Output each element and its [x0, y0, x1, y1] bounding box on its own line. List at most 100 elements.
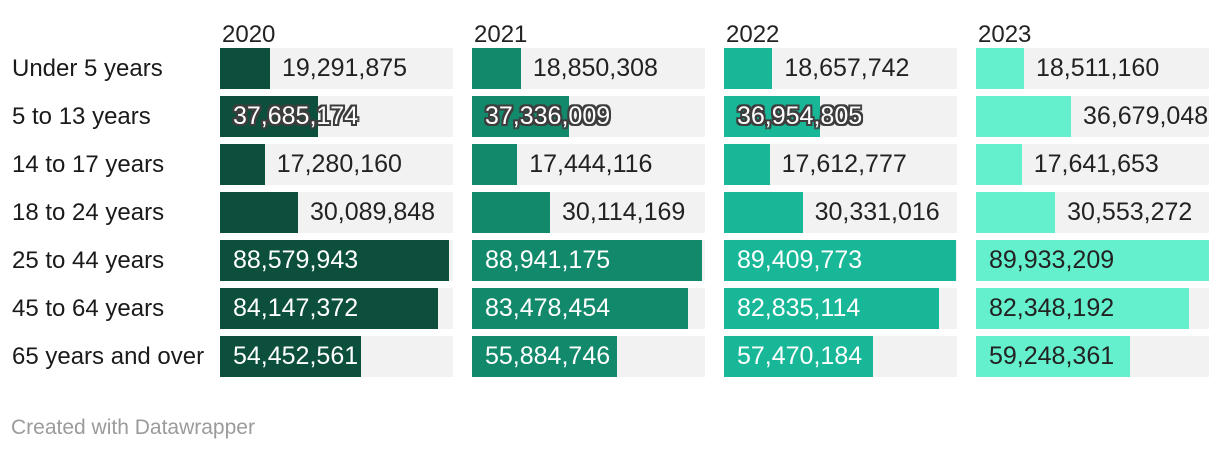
column-header-2022: 2022	[726, 20, 780, 48]
bar-track-2022: 89,409,773	[724, 240, 957, 281]
bar-2022	[724, 96, 820, 137]
bar-track-2023: 17,641,653	[976, 144, 1209, 185]
value-label-2020: 84,147,372	[233, 294, 359, 322]
value-label-2021: 88,941,175	[485, 246, 611, 274]
chart-row: 14 to 17 years 17,280,160 17,444,116 17,612…	[0, 144, 1220, 185]
value-label-2020: 19,291,875	[281, 54, 408, 82]
value-label-2023: 82,348,192	[989, 294, 1115, 322]
bar-2021	[472, 48, 521, 89]
bar-2023	[976, 288, 1190, 329]
bar-2021	[472, 96, 569, 137]
value-label-2020: 30,089,848	[309, 198, 436, 226]
bar-track-2020: 84,147,372	[220, 288, 453, 329]
value-label-2021: 17,444,116	[529, 150, 653, 178]
bar-track-2021: 30,114,169	[472, 192, 705, 233]
value-label-2023: 30,553,272	[1067, 198, 1193, 226]
chart-row: 5 to 13 years 37,685,174 37,336,009 36,954,…	[0, 96, 1220, 137]
bar-track-2021: 37,336,009	[472, 96, 705, 137]
bar-track-2022: 18,657,742	[724, 48, 957, 89]
bar-2020	[220, 240, 450, 281]
column-headers-row: 2020 2021 2022 2023	[0, 0, 1220, 48]
bar-2022	[724, 288, 939, 329]
column-header-2021: 2021	[474, 20, 528, 48]
bar-2022	[724, 192, 803, 233]
value-label-2020: 54,452,561	[233, 342, 359, 370]
chart-row: 65 years and over 54,452,561 55,884,746 57,…	[0, 336, 1220, 377]
bar-2021	[472, 240, 703, 281]
value-label-2022: 82,835,114	[737, 294, 861, 322]
bar-2020	[220, 192, 298, 233]
bar-track-2023: 18,511,160	[976, 48, 1209, 89]
bar-track-2023: 36,679,048	[976, 96, 1209, 137]
value-label-2021: 37,336,009	[485, 102, 611, 130]
bar-track-2021: 17,444,116	[472, 144, 705, 185]
bar-2022	[724, 336, 873, 377]
value-label-2021: 83,478,454	[485, 294, 611, 322]
bar-2021	[472, 144, 518, 185]
bar-track-2023: 82,348,192	[976, 288, 1209, 329]
chart-row: 18 to 24 years 30,089,848 30,114,169 30,331…	[0, 192, 1220, 233]
age-group-label: Under 5 years	[12, 54, 163, 82]
value-label-2021: 55,884,746	[485, 342, 611, 370]
bar-track-2021: 55,884,746	[472, 336, 705, 377]
bar-2020	[220, 48, 270, 89]
bar-2020	[220, 144, 265, 185]
age-group-label: 45 to 64 years	[12, 294, 165, 322]
bar-2022	[724, 48, 773, 89]
bar-track-2021: 18,850,308	[472, 48, 705, 89]
age-group-label: 14 to 17 years	[12, 150, 165, 178]
value-label-2020: 17,280,160	[276, 150, 402, 178]
bar-track-2020: 17,280,160	[220, 144, 453, 185]
value-label-2022: 57,470,184	[737, 342, 863, 370]
age-group-label: 25 to 44 years	[12, 246, 165, 274]
value-label-2023: 59,248,361	[989, 342, 1115, 370]
bar-track-2023: 59,248,361	[976, 336, 1209, 377]
bar-2023	[976, 336, 1130, 377]
value-label-2023: 89,933,209	[989, 246, 1115, 274]
bar-track-2021: 83,478,454	[472, 288, 705, 329]
bar-track-2022: 57,470,184	[724, 336, 957, 377]
chart-row: 45 to 64 years 84,147,372 83,478,454 82,835…	[0, 288, 1220, 329]
bar-track-2020: 54,452,561	[220, 336, 453, 377]
bar-2023	[976, 48, 1024, 89]
value-label-2021: 18,850,308	[532, 54, 658, 82]
bar-track-2020: 30,089,848	[220, 192, 453, 233]
value-label-2022: 89,409,773	[737, 246, 863, 274]
value-label-2023: 36,679,048	[1083, 102, 1209, 130]
bar-2023	[976, 144, 1022, 185]
chart-row: Under 5 years 19,291,875 18,850,308 18,657,…	[0, 48, 1220, 89]
chart-row: 25 to 44 years 88,579,943 88,941,175 89,409…	[0, 240, 1220, 281]
bar-track-2022: 30,331,016	[724, 192, 957, 233]
value-label-2021: 30,114,169	[562, 198, 686, 226]
bar-2021	[472, 288, 689, 329]
bar-track-2020: 88,579,943	[220, 240, 453, 281]
bar-track-2022: 36,954,805	[724, 96, 957, 137]
bar-2021	[472, 336, 617, 377]
bar-2023	[976, 192, 1056, 233]
value-label-2022: 30,331,016	[814, 198, 940, 226]
value-label-2020: 37,685,174	[233, 102, 359, 130]
bar-track-2023: 30,553,272	[976, 192, 1209, 233]
bar-2020	[220, 336, 362, 377]
value-label-2020: 88,579,943	[233, 246, 359, 274]
attribution-text: Created with Datawrapper	[11, 416, 255, 439]
age-group-label: 65 years and over	[12, 342, 205, 370]
age-group-label: 18 to 24 years	[12, 198, 165, 226]
bar-2022	[724, 144, 770, 185]
value-label-2022: 17,612,777	[781, 150, 907, 178]
column-header-2023: 2023	[978, 20, 1032, 48]
value-label-2022: 36,954,805	[737, 102, 863, 130]
column-header-2020: 2020	[222, 20, 276, 48]
value-label-2023: 17,641,653	[1033, 150, 1159, 178]
chart-rows: Under 5 years 19,291,875 18,850,308 18,657,…	[0, 48, 1220, 377]
bar-track-2023: 89,933,209	[976, 240, 1209, 281]
age-group-label: 5 to 13 years	[12, 102, 151, 130]
bar-2022	[724, 240, 956, 281]
value-label-2023: 18,511,160	[1035, 54, 1160, 82]
bar-2020	[220, 288, 438, 329]
value-label-2022: 18,657,742	[784, 54, 910, 82]
bar-2023	[976, 240, 1209, 281]
bar-2020	[220, 96, 318, 137]
bar-track-2021: 88,941,175	[472, 240, 705, 281]
